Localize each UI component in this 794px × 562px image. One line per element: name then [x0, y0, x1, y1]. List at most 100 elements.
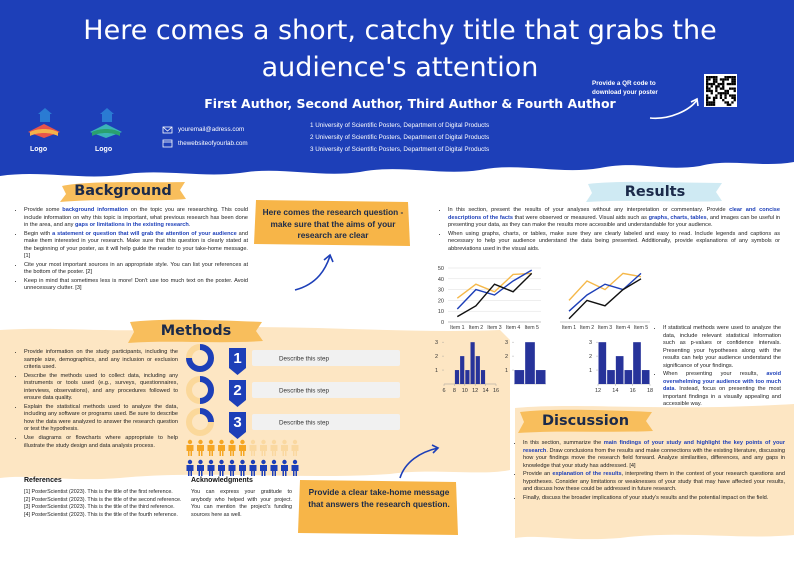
qr-cell [715, 89, 718, 93]
person-head [271, 459, 277, 465]
histogram-bar [480, 370, 486, 384]
y-tick-label: 2 [505, 354, 508, 360]
y-tick-label: 10 [438, 309, 444, 315]
qr-cell [712, 82, 716, 86]
text: Cite your most important sources in an a… [24, 261, 248, 276]
text: In this section, present the results of … [448, 207, 730, 213]
qr-cell [731, 80, 734, 83]
qr-cell [715, 78, 718, 81]
qr-cell [719, 94, 723, 97]
person-head [292, 439, 298, 445]
logo-label: Logo [95, 146, 113, 153]
qr-cell [729, 94, 732, 97]
bullet: Finally, discuss the broader implication… [523, 495, 785, 503]
step-number-box [229, 348, 246, 368]
qr-cell [724, 89, 727, 93]
bullet: Provide some background information on t… [24, 207, 248, 230]
arrowhead [690, 97, 699, 107]
step-box [252, 414, 400, 430]
bullet: If statistical methods were used to anal… [663, 325, 781, 370]
qr-cell [710, 101, 713, 104]
text: Provide an [523, 471, 553, 478]
y-tick-label: 1 [505, 368, 508, 374]
person-head [282, 439, 287, 445]
text: Describe the methods used to collect dat… [24, 372, 178, 402]
x-tick-label: Item 3 [487, 325, 502, 331]
histogram-bar [598, 342, 607, 384]
step-pointer [229, 400, 246, 407]
qr-cell [731, 82, 734, 86]
y-tick-label: 20 [438, 298, 444, 304]
qr-cell [708, 87, 711, 90]
qr-cell [719, 92, 723, 95]
qr-cell [712, 101, 716, 104]
person-body [249, 445, 257, 456]
arrow [649, 99, 698, 120]
qr-cell [717, 85, 720, 88]
qr-cell [733, 80, 736, 83]
step-text: Describe this step [279, 388, 330, 395]
person-body [239, 445, 246, 456]
person-body [281, 465, 288, 476]
line-series [456, 269, 533, 310]
affiliation: 2 University of Scientific Posters, Depa… [310, 134, 490, 141]
qr-cell [706, 89, 709, 93]
person-head [198, 439, 203, 445]
qr-cell [731, 96, 734, 99]
background-brush [60, 182, 186, 202]
text: . Instead, focus on presenting the most … [663, 386, 781, 408]
discussion-backdrop [515, 404, 794, 540]
qr-cell [733, 99, 736, 102]
section-title: Results [624, 184, 686, 200]
donut-fill [186, 344, 214, 372]
bullet: Explain the statistical methods used to … [24, 404, 178, 434]
donut-icons [186, 344, 214, 436]
y-tick-label: 1 [435, 368, 438, 374]
qr-cell [708, 82, 711, 86]
qr-cell [715, 96, 718, 99]
person-body [291, 445, 299, 456]
person-body [281, 445, 288, 456]
donut-fill [199, 376, 214, 404]
qr-cell [726, 76, 729, 79]
poster-title: Here comes a short, catchy title that gr… [83, 15, 717, 83]
person-head [261, 439, 266, 445]
qr-cell [733, 87, 736, 90]
qr-cell [731, 76, 734, 79]
bullet-list: In this section, present the results of … [440, 207, 780, 253]
bullet: Provide information on the study partici… [24, 349, 178, 372]
arrow [399, 447, 439, 479]
x-tick-label: Item 5 [634, 325, 649, 331]
qr-cell [715, 76, 718, 79]
person-body [186, 445, 194, 456]
acknowledgments-title: Acknowledgments [191, 477, 253, 484]
qr-cell [722, 92, 725, 95]
affiliation: 3 University of Scientific Posters, Depa… [310, 146, 490, 153]
person-body [291, 465, 299, 476]
step-pointer [229, 368, 246, 375]
qr-cell [717, 92, 720, 95]
qr-cell [710, 85, 713, 88]
x-tick-label: Item 2 [580, 325, 595, 331]
qr-cell [706, 85, 709, 88]
qr-cell [722, 99, 725, 102]
qr-cell [708, 76, 711, 79]
research-question: Here comes the research question - make … [262, 207, 404, 240]
qr-cell [722, 80, 725, 83]
qr-pattern [706, 76, 736, 106]
qr-cell [731, 87, 734, 90]
text: If statistical methods were used to anal… [663, 325, 781, 369]
qr-cell [722, 87, 725, 90]
person-body [207, 445, 215, 456]
text: on the topic you are researching. This c… [24, 207, 248, 229]
take-home: Provide a clear take-home message that a… [308, 487, 450, 509]
person-head [292, 459, 298, 465]
line-series [568, 272, 642, 312]
person-body [207, 465, 215, 476]
bullet: Describe the methods used to collect dat… [24, 373, 178, 403]
person-head [271, 439, 277, 445]
logo-label: Logo [30, 146, 48, 153]
text: Provide information on the study partici… [24, 349, 178, 371]
text: Finally, discuss the broader implication… [523, 494, 769, 501]
